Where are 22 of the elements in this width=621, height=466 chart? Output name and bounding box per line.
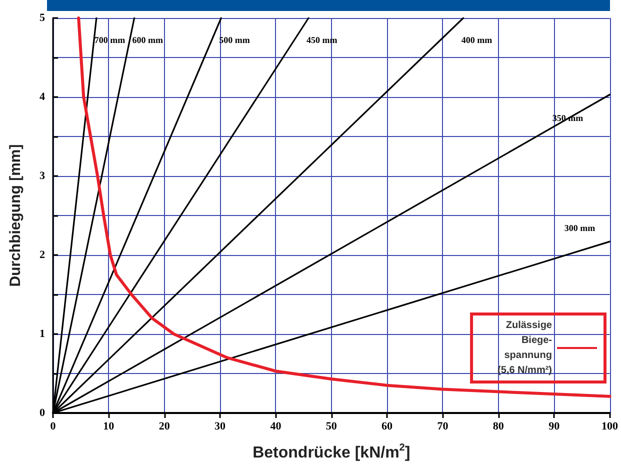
series-label: 400 mm bbox=[461, 35, 493, 45]
x-tick-label: 50 bbox=[326, 420, 338, 432]
y-tick-label: 5 bbox=[40, 12, 46, 24]
y-tick-label: 2 bbox=[40, 249, 46, 261]
y-tick-label: 3 bbox=[40, 170, 46, 182]
series-label: 600 mm bbox=[132, 35, 164, 45]
y-axis-title: Durchbiegung [mm] bbox=[7, 144, 24, 287]
x-tick-label: 100 bbox=[602, 420, 618, 432]
x-tick-label: 0 bbox=[50, 420, 56, 432]
series-label: 700 mm bbox=[94, 35, 126, 45]
x-tick-label: 20 bbox=[158, 420, 170, 432]
x-tick-label: 60 bbox=[382, 420, 394, 432]
x-tick-label: 70 bbox=[437, 420, 449, 432]
y-tick-label: 4 bbox=[40, 91, 46, 103]
series-label: 300 mm bbox=[564, 223, 596, 234]
y-tick-label: 1 bbox=[40, 328, 45, 340]
x-tick-label: 10 bbox=[103, 420, 115, 432]
x-tick-label: 40 bbox=[270, 420, 282, 432]
x-tick-label: 90 bbox=[548, 420, 560, 432]
y-tick-label: 0 bbox=[40, 407, 46, 419]
x-tick-label: 80 bbox=[492, 420, 504, 432]
x-tick-label: 30 bbox=[214, 420, 226, 432]
